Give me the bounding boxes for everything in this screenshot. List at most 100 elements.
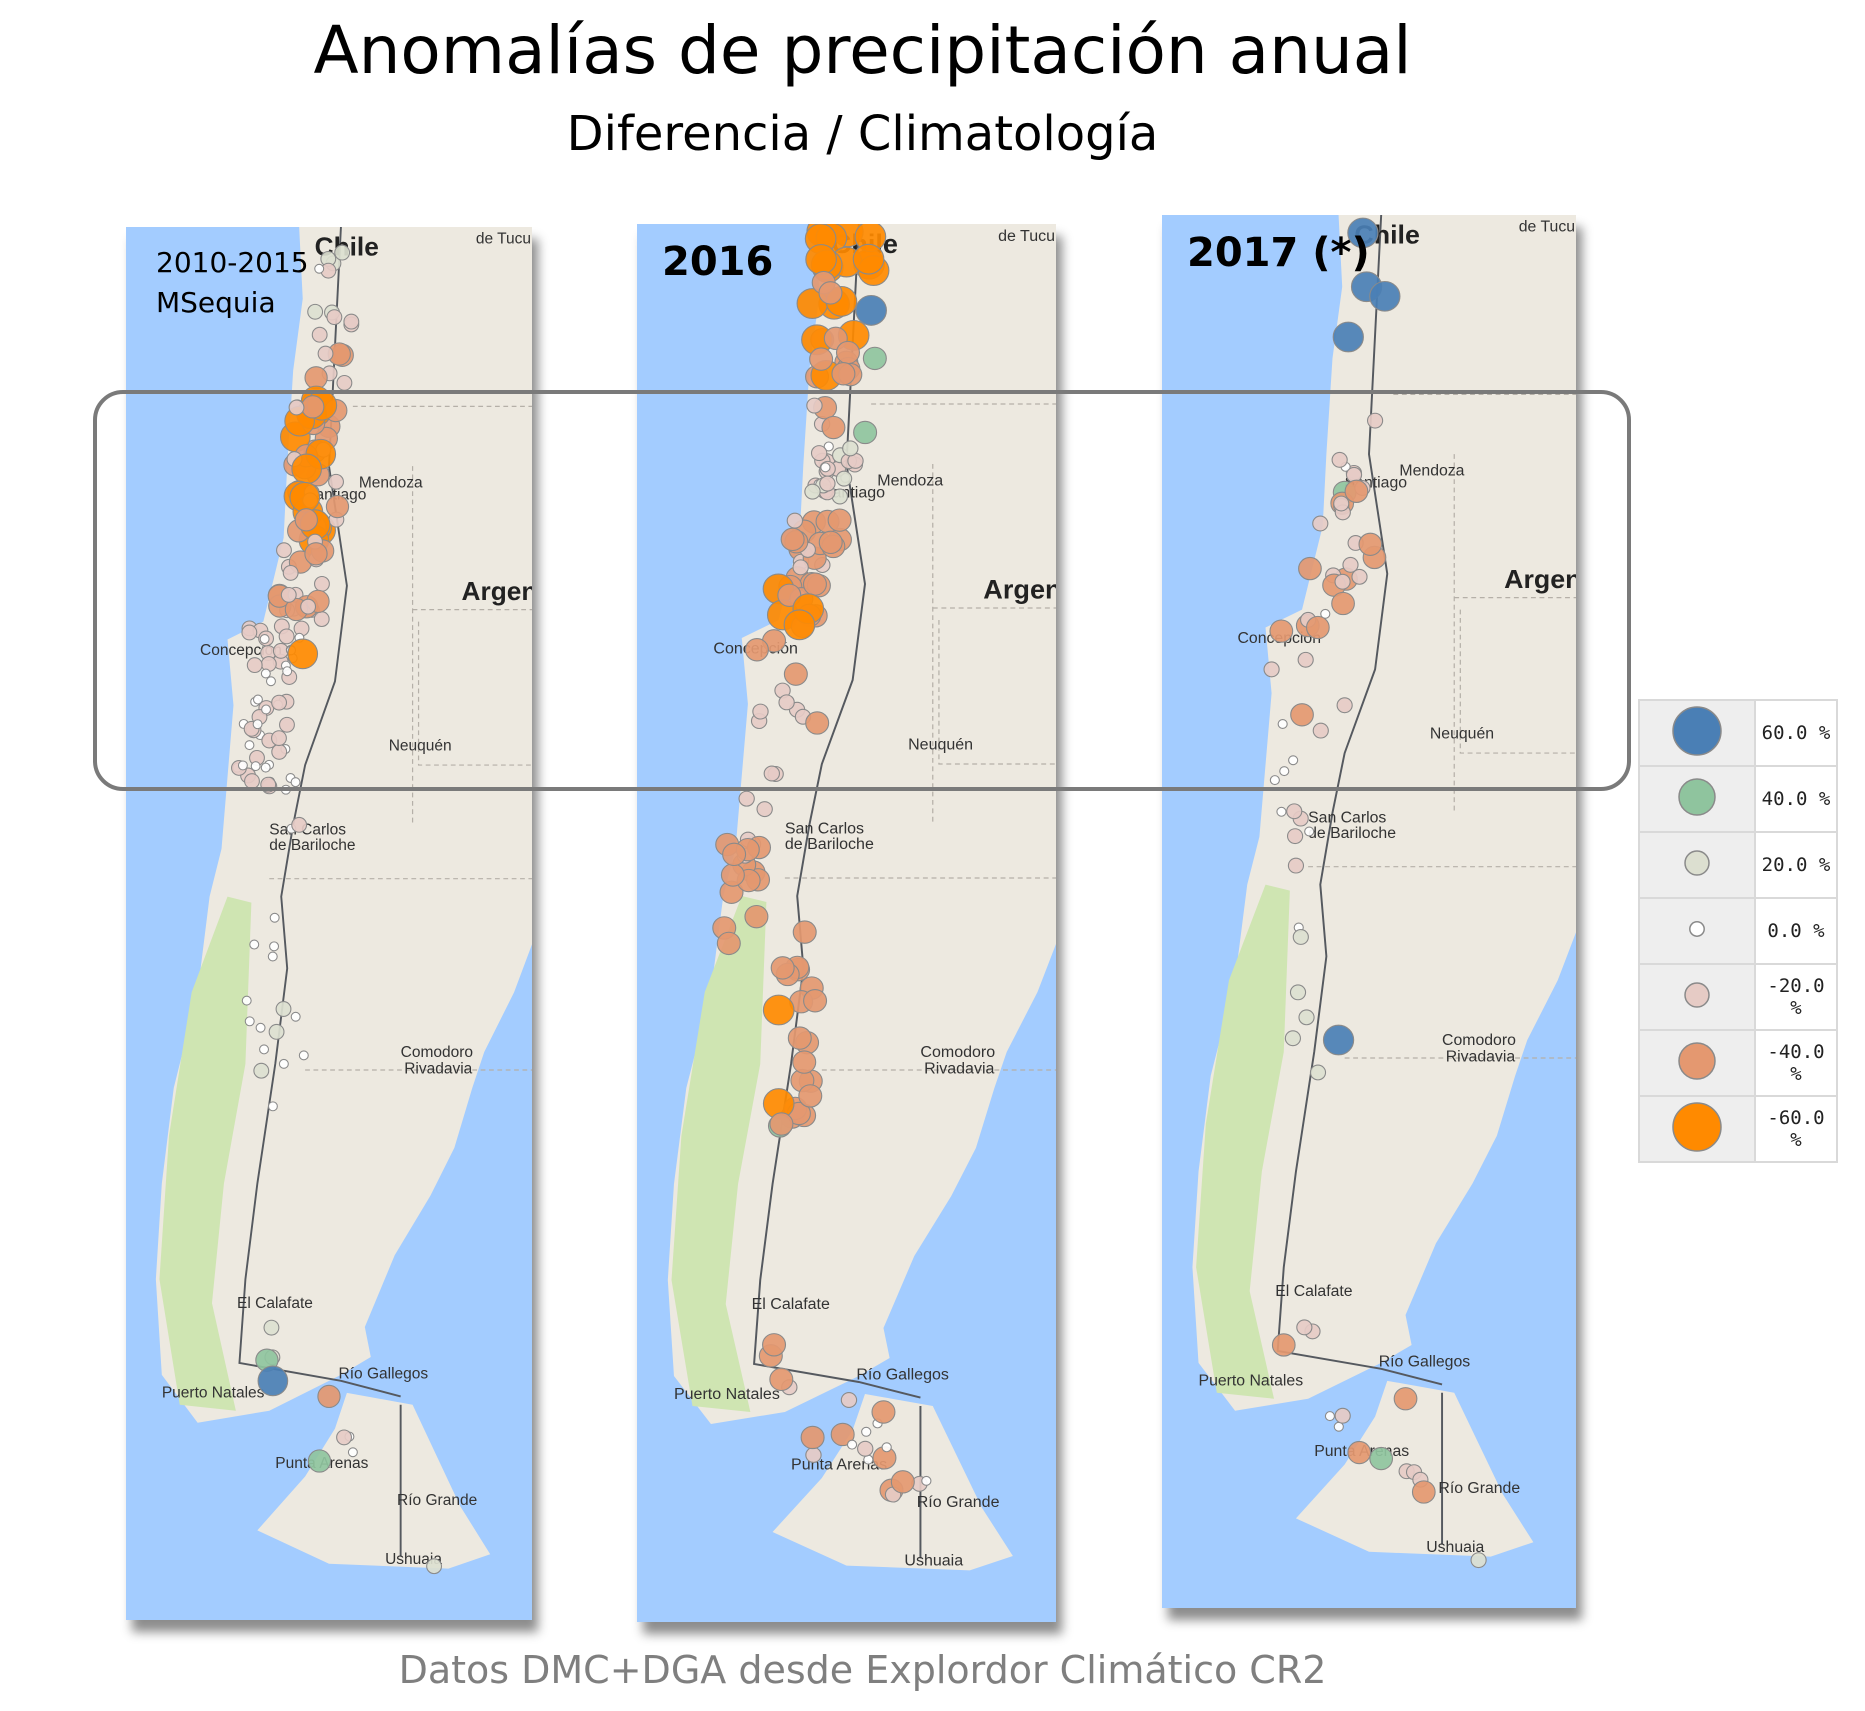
station-marker[interactable] <box>862 346 887 371</box>
station-marker[interactable] <box>317 1384 341 1409</box>
station-marker[interactable] <box>1411 1480 1436 1504</box>
station-marker[interactable] <box>287 638 319 670</box>
station-marker[interactable] <box>770 956 795 980</box>
station-marker[interactable] <box>805 711 830 735</box>
station-marker[interactable] <box>744 904 769 929</box>
station-marker[interactable] <box>334 244 351 261</box>
station-marker[interactable] <box>1369 280 1401 312</box>
station-marker[interactable] <box>792 920 817 944</box>
station-marker[interactable] <box>1331 451 1348 468</box>
station-marker[interactable] <box>260 776 277 793</box>
station-marker[interactable] <box>809 347 834 371</box>
station-marker[interactable] <box>280 586 297 603</box>
station-marker[interactable] <box>261 704 272 715</box>
station-marker[interactable] <box>252 694 263 705</box>
station-marker[interactable] <box>800 1425 825 1450</box>
station-marker[interactable] <box>818 530 843 555</box>
station-marker[interactable] <box>1470 1552 1487 1569</box>
station-marker[interactable] <box>1298 1009 1315 1026</box>
station-marker[interactable] <box>255 1022 266 1033</box>
station-marker[interactable] <box>756 801 773 818</box>
station-marker[interactable] <box>1296 1319 1313 1336</box>
station-marker[interactable] <box>1334 573 1351 590</box>
station-marker[interactable] <box>307 1449 332 1473</box>
station-marker[interactable] <box>252 719 263 730</box>
station-marker[interactable] <box>855 294 887 326</box>
station-marker[interactable] <box>818 281 843 305</box>
station-marker[interactable] <box>1277 719 1288 729</box>
station-marker[interactable] <box>830 1422 855 1447</box>
station-marker[interactable] <box>1289 984 1307 1001</box>
station-marker[interactable] <box>426 1558 443 1575</box>
station-marker[interactable] <box>783 662 808 686</box>
station-marker[interactable] <box>1271 1333 1296 1357</box>
station-marker[interactable] <box>744 638 769 662</box>
station-marker[interactable] <box>840 1392 858 1408</box>
station-marker[interactable] <box>246 657 263 674</box>
station-marker[interactable] <box>260 762 271 773</box>
station-marker[interactable] <box>271 694 288 711</box>
station-marker[interactable] <box>276 542 292 559</box>
station-marker[interactable] <box>857 1440 874 1457</box>
station-marker[interactable] <box>1290 703 1314 727</box>
station-marker[interactable] <box>294 508 318 532</box>
station-marker[interactable] <box>1312 722 1329 739</box>
station-marker[interactable] <box>1287 857 1305 874</box>
station-marker[interactable] <box>778 694 795 711</box>
station-marker[interactable] <box>313 611 330 628</box>
station-marker[interactable] <box>1288 755 1299 766</box>
station-marker[interactable] <box>1332 321 1364 353</box>
station-marker[interactable] <box>831 362 856 386</box>
station-marker[interactable] <box>1269 619 1294 643</box>
station-marker[interactable] <box>271 743 288 760</box>
station-marker[interactable] <box>314 263 325 274</box>
station-marker[interactable] <box>842 440 859 457</box>
station-marker[interactable] <box>326 309 343 326</box>
station-marker[interactable] <box>1286 803 1303 820</box>
station-marker[interactable] <box>1309 1064 1327 1081</box>
station-marker[interactable] <box>1312 515 1329 532</box>
station-marker[interactable] <box>1393 1387 1418 1411</box>
station-marker[interactable] <box>257 1365 289 1397</box>
station-marker[interactable] <box>810 445 828 462</box>
station-marker[interactable] <box>861 1426 872 1437</box>
station-marker[interactable] <box>279 716 295 733</box>
station-marker[interactable] <box>763 765 781 782</box>
station-marker[interactable] <box>805 1446 822 1463</box>
station-marker[interactable] <box>786 512 804 529</box>
station-marker[interactable] <box>260 668 271 679</box>
station-marker[interactable] <box>1336 697 1353 714</box>
station-marker[interactable] <box>268 1023 285 1040</box>
station-marker[interactable] <box>1344 479 1369 503</box>
station-marker[interactable] <box>301 395 325 419</box>
station-marker[interactable] <box>278 628 295 645</box>
station-marker[interactable] <box>263 1319 280 1336</box>
station-marker[interactable] <box>259 1044 270 1055</box>
station-marker[interactable] <box>762 994 795 1026</box>
station-marker[interactable] <box>1342 556 1359 573</box>
station-marker[interactable] <box>311 326 328 343</box>
station-marker[interactable] <box>291 816 308 833</box>
station-marker[interactable] <box>314 575 330 592</box>
station-marker[interactable] <box>1304 826 1315 837</box>
station-marker[interactable] <box>1334 1407 1351 1424</box>
station-marker[interactable] <box>328 473 344 490</box>
station-marker[interactable] <box>1366 412 1384 429</box>
station-marker[interactable] <box>787 1026 812 1050</box>
station-marker[interactable] <box>244 1016 255 1027</box>
station-marker[interactable] <box>244 773 260 790</box>
station-marker[interactable] <box>780 527 805 552</box>
station-marker[interactable] <box>821 415 846 440</box>
station-marker[interactable] <box>307 303 324 320</box>
station-marker[interactable] <box>805 244 837 275</box>
station-marker[interactable] <box>871 1400 896 1424</box>
station-marker[interactable] <box>1333 495 1350 512</box>
station-marker[interactable] <box>835 470 853 487</box>
station-marker[interactable] <box>1297 651 1314 668</box>
station-marker[interactable] <box>290 1011 301 1022</box>
station-marker[interactable] <box>325 494 350 519</box>
station-marker[interactable] <box>1358 532 1383 556</box>
station-marker[interactable] <box>1305 615 1330 640</box>
station-marker[interactable] <box>792 559 809 576</box>
station-marker[interactable] <box>835 340 860 365</box>
